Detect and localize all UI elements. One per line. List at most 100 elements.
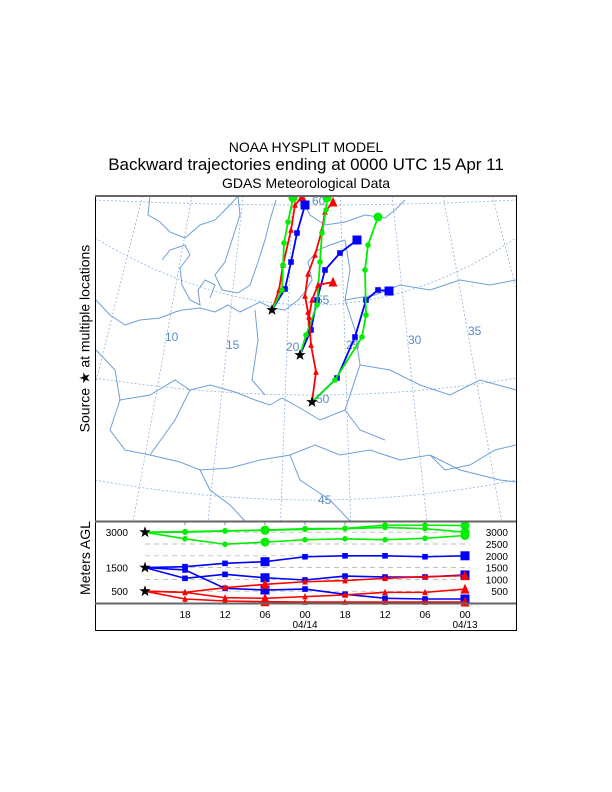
right-height-label: 1000 — [486, 575, 509, 586]
square-marker — [288, 259, 294, 265]
circle-marker — [317, 259, 323, 265]
date-label: 04/14 — [292, 620, 317, 631]
triangle-marker — [297, 196, 307, 202]
square-marker — [222, 571, 228, 578]
square-marker — [322, 267, 328, 273]
border-7 — [199, 469, 246, 521]
circle-marker — [182, 536, 188, 542]
circle-marker — [323, 207, 329, 213]
square-marker — [382, 595, 388, 602]
circle-marker — [281, 240, 287, 246]
circle-marker — [288, 196, 298, 203]
square-marker — [352, 235, 362, 245]
right-height-label: 3000 — [486, 528, 509, 539]
circle-marker — [460, 527, 470, 537]
triangle-marker — [222, 584, 228, 591]
triangle-marker — [309, 296, 315, 303]
circle-marker — [319, 230, 325, 236]
square-marker — [260, 573, 270, 583]
square-marker — [302, 553, 308, 560]
longitude-line — [492, 196, 516, 291]
square-marker — [182, 575, 188, 582]
circle-marker — [382, 536, 388, 543]
border-2 — [189, 384, 346, 421]
sweden-coast — [214, 196, 277, 294]
border-6 — [359, 364, 516, 396]
triangle-marker — [260, 579, 270, 589]
square-marker — [282, 286, 288, 292]
latitude-line — [96, 479, 516, 501]
circle-marker — [332, 377, 338, 383]
triangle-marker — [292, 201, 298, 208]
triangle-marker — [182, 595, 188, 602]
triangle-marker — [460, 570, 470, 581]
left-height-label: 500 — [111, 587, 128, 598]
trajectory-line — [271, 197, 294, 311]
triangle-marker — [302, 578, 308, 585]
triangle-marker — [288, 226, 294, 233]
triangle-marker — [306, 313, 312, 320]
square-marker — [460, 551, 470, 561]
circle-marker — [279, 287, 285, 293]
longitude-label: 10 — [165, 330, 179, 344]
source-star-icon — [139, 585, 151, 597]
circle-marker — [359, 334, 365, 340]
longitude-label: 35 — [468, 324, 482, 338]
triangle-marker — [342, 576, 348, 584]
triangle-marker — [312, 251, 318, 258]
border-3 — [251, 309, 266, 396]
circle-marker — [382, 524, 388, 531]
longitude-label: 15 — [226, 338, 240, 352]
square-marker — [382, 553, 388, 559]
triangle-marker — [328, 276, 338, 287]
triangle-marker — [382, 588, 388, 596]
time-label: 00 — [459, 610, 471, 621]
latitude-label: 50 — [316, 392, 330, 406]
square-marker — [352, 334, 358, 340]
triangle-marker — [382, 574, 388, 582]
circle-marker — [365, 242, 371, 248]
longitude-line — [132, 196, 193, 521]
circle-marker — [342, 536, 348, 542]
trajectories — [266, 196, 394, 407]
source-star-icon — [294, 349, 306, 360]
trajectory-title: Backward trajectories ending at 0000 UTC… — [108, 155, 504, 174]
triangle-marker — [182, 588, 188, 596]
figure-frame — [95, 195, 517, 631]
circle-marker — [342, 525, 348, 532]
circle-marker — [222, 528, 228, 534]
square-marker — [375, 287, 381, 293]
denmark-coast — [161, 244, 216, 306]
triangle-marker — [313, 368, 319, 375]
circle-marker — [460, 521, 470, 531]
time-label: 06 — [419, 610, 431, 621]
square-marker — [302, 586, 308, 592]
longitude-line — [96, 196, 143, 383]
latitude-line — [96, 377, 516, 396]
time-label: 00 — [299, 610, 311, 621]
circle-marker — [322, 196, 332, 203]
right-height-label: 500 — [491, 587, 508, 598]
left-height-label: 3000 — [106, 528, 129, 539]
circle-marker — [363, 312, 369, 318]
left-height-label: 1500 — [106, 564, 129, 575]
north-sea-coast — [96, 299, 183, 326]
latitude-label: 45 — [318, 493, 332, 507]
coastlines — [96, 196, 516, 521]
border-9 — [119, 379, 191, 456]
longitude-line — [442, 196, 503, 521]
circle-marker — [260, 537, 270, 547]
black-sea-coast — [429, 444, 516, 471]
square-marker — [384, 286, 394, 296]
longitude-label: 30 — [408, 333, 422, 347]
square-marker — [294, 230, 300, 236]
border-5 — [344, 279, 516, 301]
scandinavia-coast — [147, 196, 239, 239]
triangle-marker — [302, 292, 308, 299]
time-label: 18 — [179, 610, 191, 621]
triangle-marker — [328, 196, 338, 207]
